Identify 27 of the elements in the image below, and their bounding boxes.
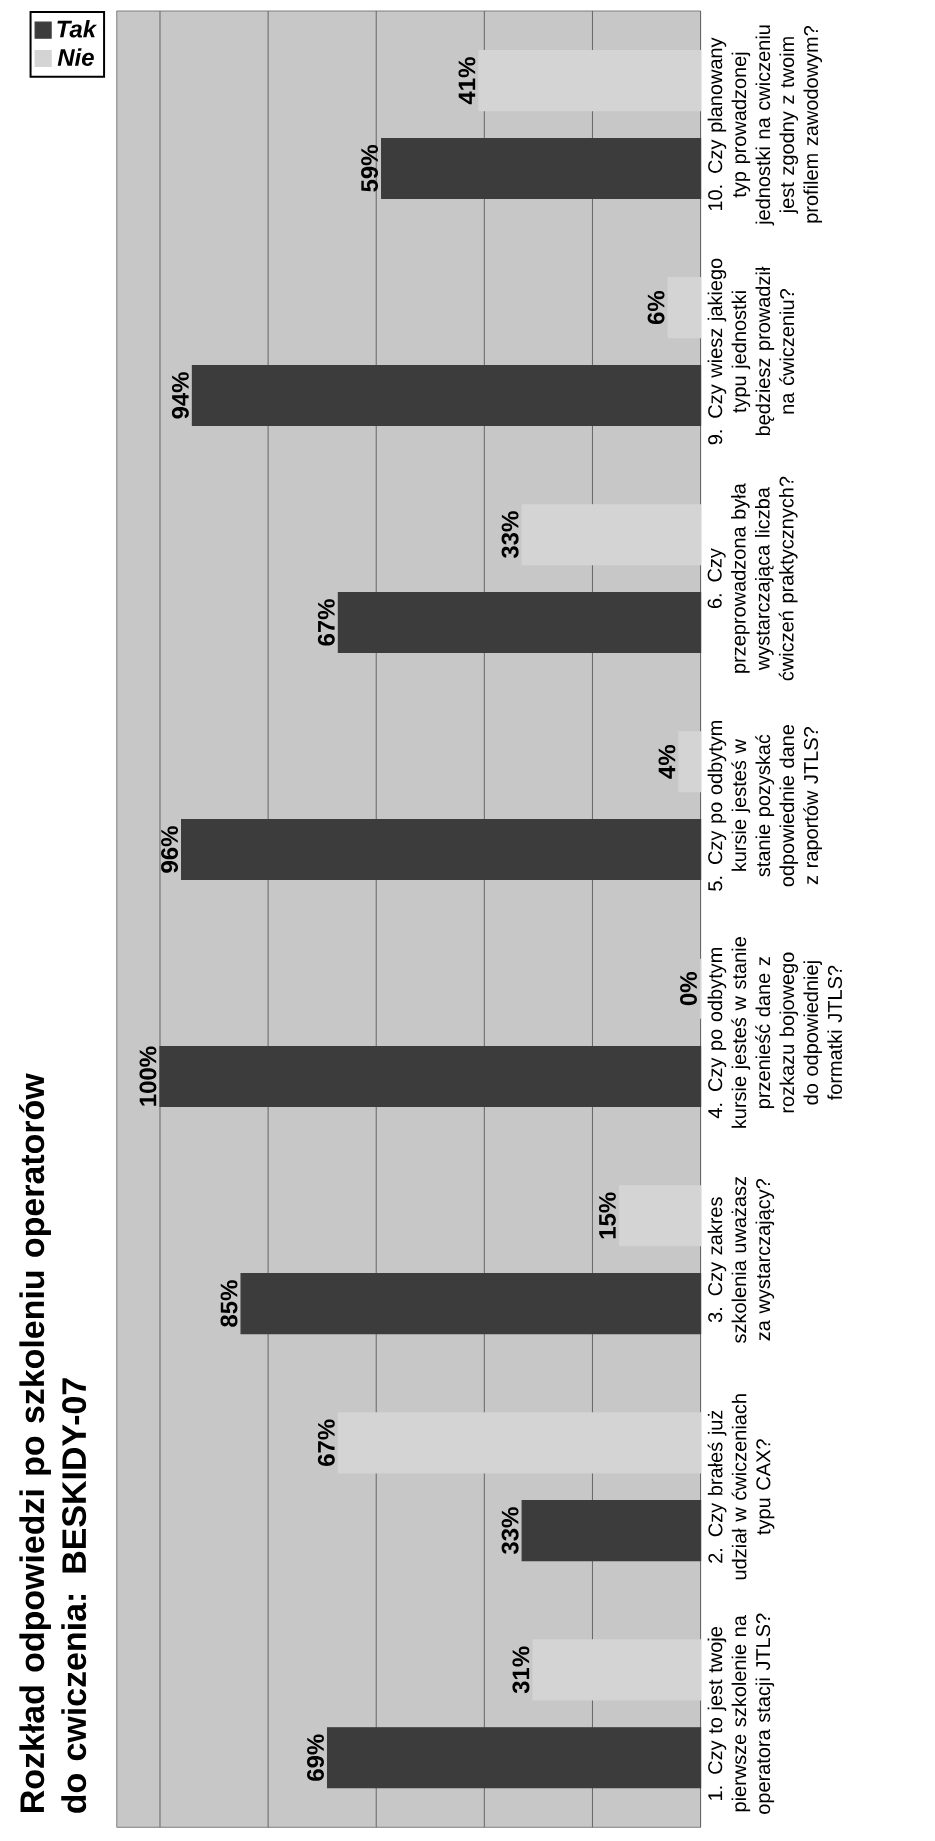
data-label: 33% [501,1507,519,1555]
data-label: 4% [658,745,676,779]
data-label: 33% [501,511,519,559]
data-label: 67% [317,599,335,646]
data-label: 6% [647,290,665,325]
data-label: 67% [317,1419,335,1466]
data-label: 41% [458,57,476,105]
legend-label: Tak [57,19,98,38]
data-label: 100% [139,1046,157,1106]
data-label: 96% [161,826,178,873]
y-tick-label: 6. Czy przeprowadzona była wystarczająca liczba ćwiczeń praktycznych? [707,476,798,681]
y-tick-label: 2. Czy brałeś już udział w ćwiczeniach typu CAX? [707,1394,775,1580]
data-label: 31% [512,1646,530,1694]
data-label: 15% [598,1192,616,1239]
y-tick-label: 4. Czy po odbytym kursie jesteś w stanie przenieść dane z rozkazu bojowego do odpowiedniej formatki JTLS? [707,937,842,1128]
y-tick-label: 3. Czy zakres szkolenia uważasz za wystarczający? [707,1176,775,1343]
data-label: 94% [171,372,189,419]
y-tick-label: 10. Czy planowany typ prowadzonej jednostki na cwiczeniu jest zgodny z twoim profilem zawodowym? [707,25,822,226]
y-tick-label: 5. Czy po odbytym kursie jesteś w stanie pozyskać odpowiednie dane z raportów JTLS? [707,721,822,891]
data-label: 59% [361,145,378,192]
data-label: 85% [220,1280,238,1327]
y-tick-label: 1. Czy to jest twoje pierwsze szkolenie na operatora stacji JTLS? [707,1613,775,1814]
y-tick-label: 9. Czy wiesz jakiego typu jednostki będziesz prowadził na ćwiczeniu? [707,258,795,445]
data-label: 0% [679,972,697,1006]
legend-label: Nie [57,48,94,66]
data-label: 69% [306,1734,324,1781]
text: Rozkład odpowiedzi po szkoleniu operatorów do cwiczenia: BESKIDY-07 [18,1073,87,1813]
